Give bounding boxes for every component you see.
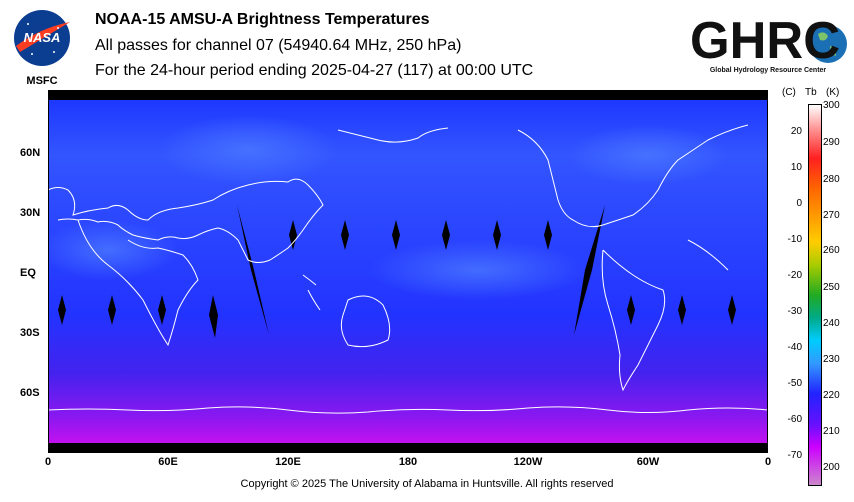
celsius-tick: 0 [796, 198, 802, 209]
celsius-tick: -70 [787, 450, 802, 461]
celsius-tick: -10 [787, 234, 802, 245]
svg-text:GHRC: GHRC [690, 12, 840, 70]
celsius-tick: -50 [787, 378, 802, 389]
lat-label-30n: 30N [20, 207, 41, 219]
copyright-notice: Copyright © 2025 The University of Alaba… [240, 478, 614, 490]
lat-label-30s: 30S [20, 327, 40, 339]
colorbar-header-tb: Tb [805, 87, 817, 98]
celsius-tick: 20 [790, 126, 802, 137]
lon-label-60w: 60W [636, 456, 660, 468]
celsius-tick: -30 [787, 306, 802, 317]
lon-label-120e: 120E [275, 456, 301, 468]
celsius-tick: 10 [790, 162, 802, 173]
celsius-tick: -60 [787, 414, 802, 425]
lon-label-120w: 120W [513, 456, 543, 468]
kelvin-tick: 300 [823, 100, 840, 111]
coastlines [47, 124, 769, 414]
kelvin-tick: 250 [823, 282, 840, 293]
svg-text:Global Hydrology Resource Cent: Global Hydrology Resource Center [710, 67, 827, 74]
kelvin-tick: 260 [823, 245, 840, 256]
kelvin-tick: 220 [823, 390, 840, 401]
brightness-temperature-map [38, 90, 769, 453]
north-pole-no-data [48, 90, 768, 100]
page-title: NOAA-15 AMSU-A Brightness Temperatures [95, 11, 430, 28]
nasa-msfc-label: MSFC [26, 75, 58, 87]
lat-label-60s: 60S [20, 387, 40, 399]
lon-label-0-east: 0 [764, 456, 772, 468]
period-subtitle: For the 24-hour period ending 2025-04-27… [95, 62, 534, 79]
kelvin-tick: 290 [823, 137, 840, 148]
lon-label-180: 180 [398, 456, 418, 468]
kelvin-tick: 240 [823, 318, 840, 329]
colorbar-header-kelvin: (K) [826, 87, 840, 98]
ghrc-logo: GHRC Global Hydrology Resource Center [688, 10, 848, 76]
lon-label-0: 0 [44, 456, 52, 468]
lon-label-60e: 60E [158, 456, 178, 468]
lat-label-eq: EQ [20, 267, 36, 279]
south-pole-no-data [48, 443, 768, 453]
orbit-gaps [58, 205, 736, 338]
nasa-logo: NASA MSFC [10, 8, 74, 88]
svg-text:NASA: NASA [24, 30, 61, 45]
kelvin-tick: 270 [823, 210, 840, 221]
colorbar [808, 104, 822, 486]
kelvin-tick: 280 [823, 174, 840, 185]
colorbar-header-celsius: (C) [782, 87, 796, 98]
celsius-tick: -40 [787, 342, 802, 353]
celsius-tick: -20 [787, 270, 802, 281]
kelvin-tick: 200 [823, 462, 840, 473]
kelvin-tick: 230 [823, 354, 840, 365]
lat-label-60n: 60N [20, 147, 41, 159]
channel-subtitle: All passes for channel 07 (54940.64 MHz,… [95, 37, 462, 54]
kelvin-tick: 210 [823, 426, 840, 437]
nasa-meatball-icon: NASA [14, 10, 70, 66]
